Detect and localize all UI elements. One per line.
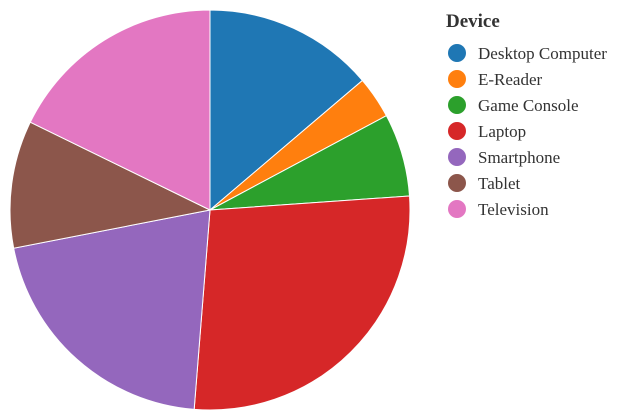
legend-swatch-smartphone — [448, 148, 466, 166]
legend-item-desktop-computer: Desktop Computer — [448, 44, 607, 63]
pie-slices — [9, 9, 411, 411]
legend-swatch-tablet — [448, 174, 466, 192]
legend-title: Device — [446, 11, 500, 32]
legend-label-television: Television — [478, 200, 549, 219]
legend-label-e-reader: E-Reader — [478, 70, 543, 89]
legend-item-television: Television — [448, 200, 549, 219]
legend-swatch-e-reader — [448, 70, 466, 88]
pie-slice-television — [29, 9, 211, 211]
legend-label-smartphone: Smartphone — [478, 148, 560, 167]
legend: Device Desktop Computer E-Reader Game Cons… — [446, 11, 607, 219]
legend-item-smartphone: Smartphone — [448, 148, 560, 167]
legend-swatch-desktop-computer — [448, 44, 466, 62]
legend-label-game-console: Game Console — [478, 96, 579, 115]
legend-swatch-television — [448, 200, 466, 218]
pie-slice-laptop — [193, 195, 411, 411]
legend-swatch-laptop — [448, 122, 466, 140]
legend-item-e-reader: E-Reader — [448, 70, 543, 89]
legend-label-tablet: Tablet — [478, 174, 521, 193]
legend-item-laptop: Laptop — [448, 122, 526, 141]
legend-item-game-console: Game Console — [448, 96, 579, 115]
legend-label-desktop-computer: Desktop Computer — [478, 44, 607, 63]
legend-swatch-game-console — [448, 96, 466, 114]
legend-label-laptop: Laptop — [478, 122, 526, 141]
legend-item-tablet: Tablet — [448, 174, 521, 193]
pie-slice-tablet — [9, 121, 212, 249]
pie-slice-desktop-computer — [209, 9, 364, 212]
pie-slice-smartphone — [13, 209, 211, 410]
legend-items: Desktop Computer E-Reader Game Console Lapt… — [448, 44, 607, 219]
